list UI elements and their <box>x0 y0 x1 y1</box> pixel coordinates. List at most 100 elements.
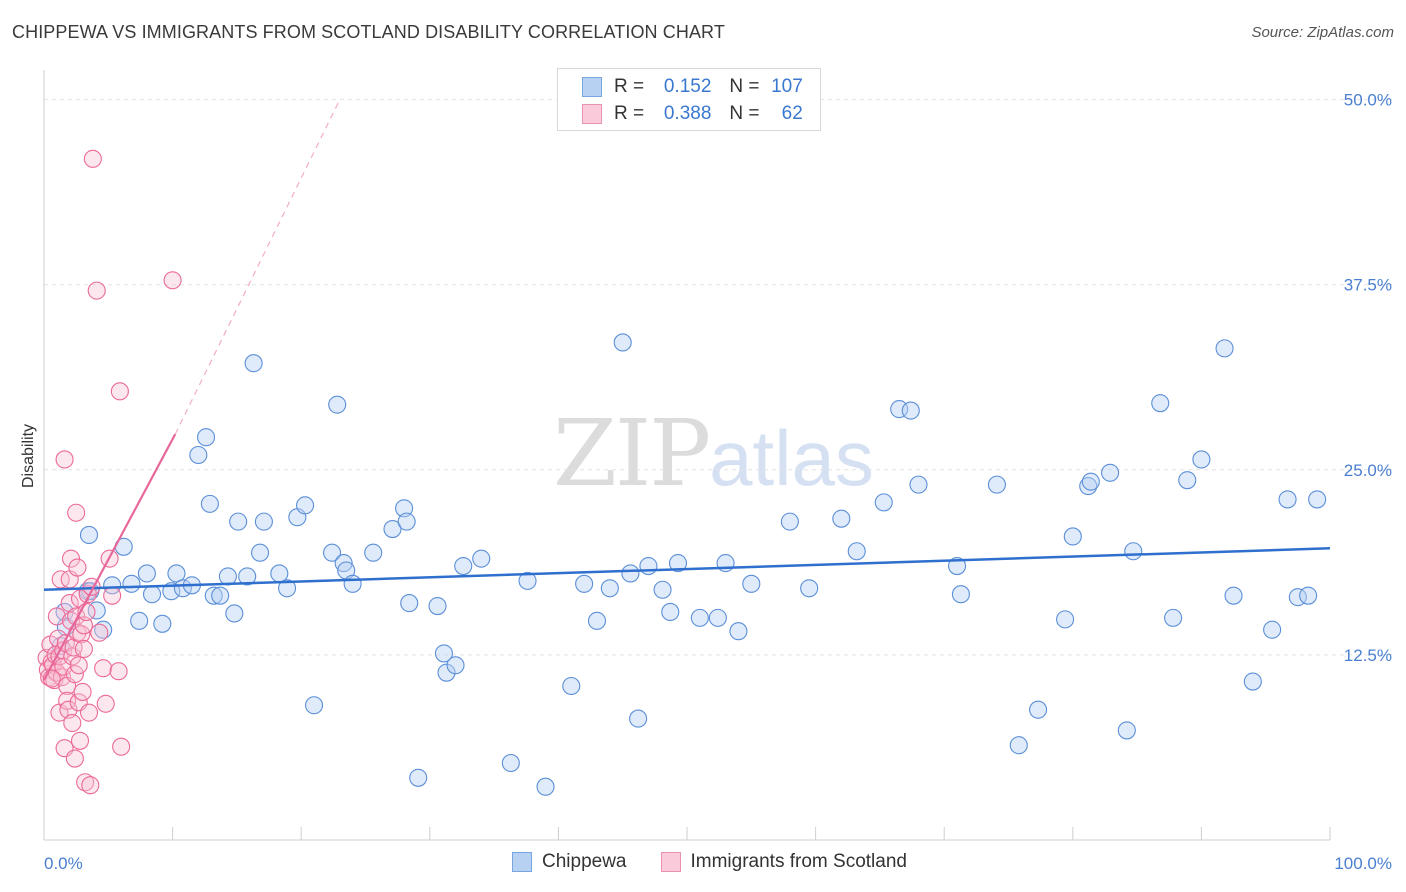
data-point-chippewa <box>409 768 428 787</box>
data-point-chippewa <box>244 354 263 373</box>
legend-r-value: 0.152 <box>663 76 712 97</box>
data-point-chippewa <box>428 596 447 616</box>
data-point-chippewa <box>587 611 607 630</box>
data-point-chippewa <box>122 574 141 593</box>
data-point-chippewa <box>364 543 383 562</box>
data-point-chippewa <box>103 576 122 595</box>
data-point-chippewa <box>211 586 230 605</box>
data-point-chippewa <box>639 557 658 576</box>
data-point-scotland <box>69 656 88 675</box>
data-point-chippewa <box>254 512 273 531</box>
legend-r-value: 0.388 <box>663 103 712 124</box>
series-immigrants-scotland <box>37 149 182 795</box>
axis-labels: 12.5% 25.0% 37.5% 50.0% 0.0% 100.0% Disability <box>20 91 1392 873</box>
data-point-chippewa <box>890 400 909 419</box>
y-tick-label: 12.5% <box>1344 646 1392 665</box>
legend-n-label: N = <box>729 76 760 97</box>
bottom-legend-chippewa: Chippewa <box>512 851 627 873</box>
data-point-chippewa <box>780 512 799 531</box>
watermark: ZIPatlas <box>553 400 874 507</box>
data-point-chippewa <box>1299 586 1318 605</box>
data-point-chippewa <box>218 567 237 586</box>
data-point-chippewa <box>600 579 619 598</box>
y-tick-label: 37.5% <box>1344 276 1392 295</box>
data-point-chippewa <box>323 543 342 562</box>
data-point-chippewa <box>1081 472 1100 491</box>
data-point-scotland <box>74 639 93 659</box>
data-point-chippewa <box>562 676 581 696</box>
data-point-scotland <box>163 271 182 290</box>
data-point-scotland <box>87 281 106 300</box>
data-point-chippewa <box>987 475 1006 494</box>
data-point-chippewa <box>395 499 414 518</box>
data-point-chippewa <box>536 777 555 796</box>
y-tick-label: 25.0% <box>1344 461 1392 480</box>
data-point-chippewa <box>951 585 970 604</box>
data-point-chippewa <box>1263 620 1282 639</box>
data-point-chippewa <box>653 580 672 599</box>
data-point-chippewa <box>196 428 216 447</box>
data-point-scotland <box>63 713 82 733</box>
data-point-scotland <box>110 382 129 401</box>
data-point-chippewa <box>334 554 353 573</box>
data-point-chippewa <box>901 401 920 420</box>
data-point-scotland <box>68 558 87 577</box>
data-point-chippewa <box>1215 339 1234 358</box>
series-chippewa <box>51 333 1327 796</box>
data-point-chippewa <box>225 604 244 623</box>
data-point-scotland <box>55 450 74 469</box>
data-point-chippewa <box>200 494 219 513</box>
data-point-chippewa <box>137 564 156 583</box>
data-point-chippewa <box>1029 700 1048 719</box>
data-point-chippewa <box>383 519 402 539</box>
data-point-chippewa <box>575 574 594 593</box>
legend: R = 0.152 N = 107 R = 0.388 N = 62 <box>557 68 821 131</box>
data-point-chippewa <box>1124 542 1143 561</box>
data-point-scotland <box>74 616 93 635</box>
data-point-chippewa <box>1224 586 1243 605</box>
data-point-chippewa <box>472 549 491 568</box>
axes <box>43 70 1331 841</box>
data-point-chippewa <box>629 709 648 728</box>
trend-line-chippewa <box>43 547 1331 591</box>
data-point-scotland <box>79 703 99 722</box>
legend-n-label: N = <box>729 103 760 124</box>
bottom-legend: Chippewa Immigrants from Scotland <box>512 851 941 873</box>
data-point-chippewa <box>1308 490 1327 509</box>
watermark-atlas: atlas <box>709 414 874 502</box>
legend-r-label: R = <box>614 76 645 97</box>
data-point-chippewa <box>909 475 928 494</box>
data-point-chippewa <box>708 608 727 627</box>
bottom-legend-scotland: Immigrants from Scotland <box>660 851 907 873</box>
data-point-scotland <box>81 776 100 795</box>
y-axis-label: Disability <box>20 424 37 488</box>
x-tick-label-max: 100.0% <box>1334 854 1392 873</box>
data-point-chippewa <box>1178 471 1197 490</box>
legend-swatch-blue <box>582 77 602 97</box>
data-point-scotland <box>83 149 102 168</box>
data-point-chippewa <box>800 579 819 598</box>
data-point-chippewa <box>847 542 866 561</box>
data-point-scotland <box>90 623 109 642</box>
data-point-chippewa <box>454 557 473 576</box>
trend-lines <box>43 99 1331 681</box>
bottom-legend-swatch-pink <box>660 852 681 872</box>
data-point-chippewa <box>690 608 709 627</box>
data-point-chippewa <box>437 663 456 682</box>
data-point-chippewa <box>446 656 465 675</box>
data-point-chippewa <box>343 574 362 593</box>
data-point-chippewa <box>621 564 640 583</box>
data-point-chippewa <box>278 579 297 598</box>
data-point-chippewa <box>1164 608 1183 627</box>
data-point-scotland <box>47 607 66 626</box>
data-point-chippewa <box>130 611 149 630</box>
data-point-chippewa <box>668 554 688 573</box>
bottom-legend-label: Immigrants from Scotland <box>690 851 907 872</box>
bottom-legend-label: Chippewa <box>542 851 627 872</box>
data-point-chippewa <box>328 395 347 414</box>
data-point-chippewa <box>518 571 537 590</box>
data-point-chippewa <box>189 445 208 465</box>
data-point-scotland <box>103 586 122 605</box>
data-point-scotland <box>73 682 92 701</box>
